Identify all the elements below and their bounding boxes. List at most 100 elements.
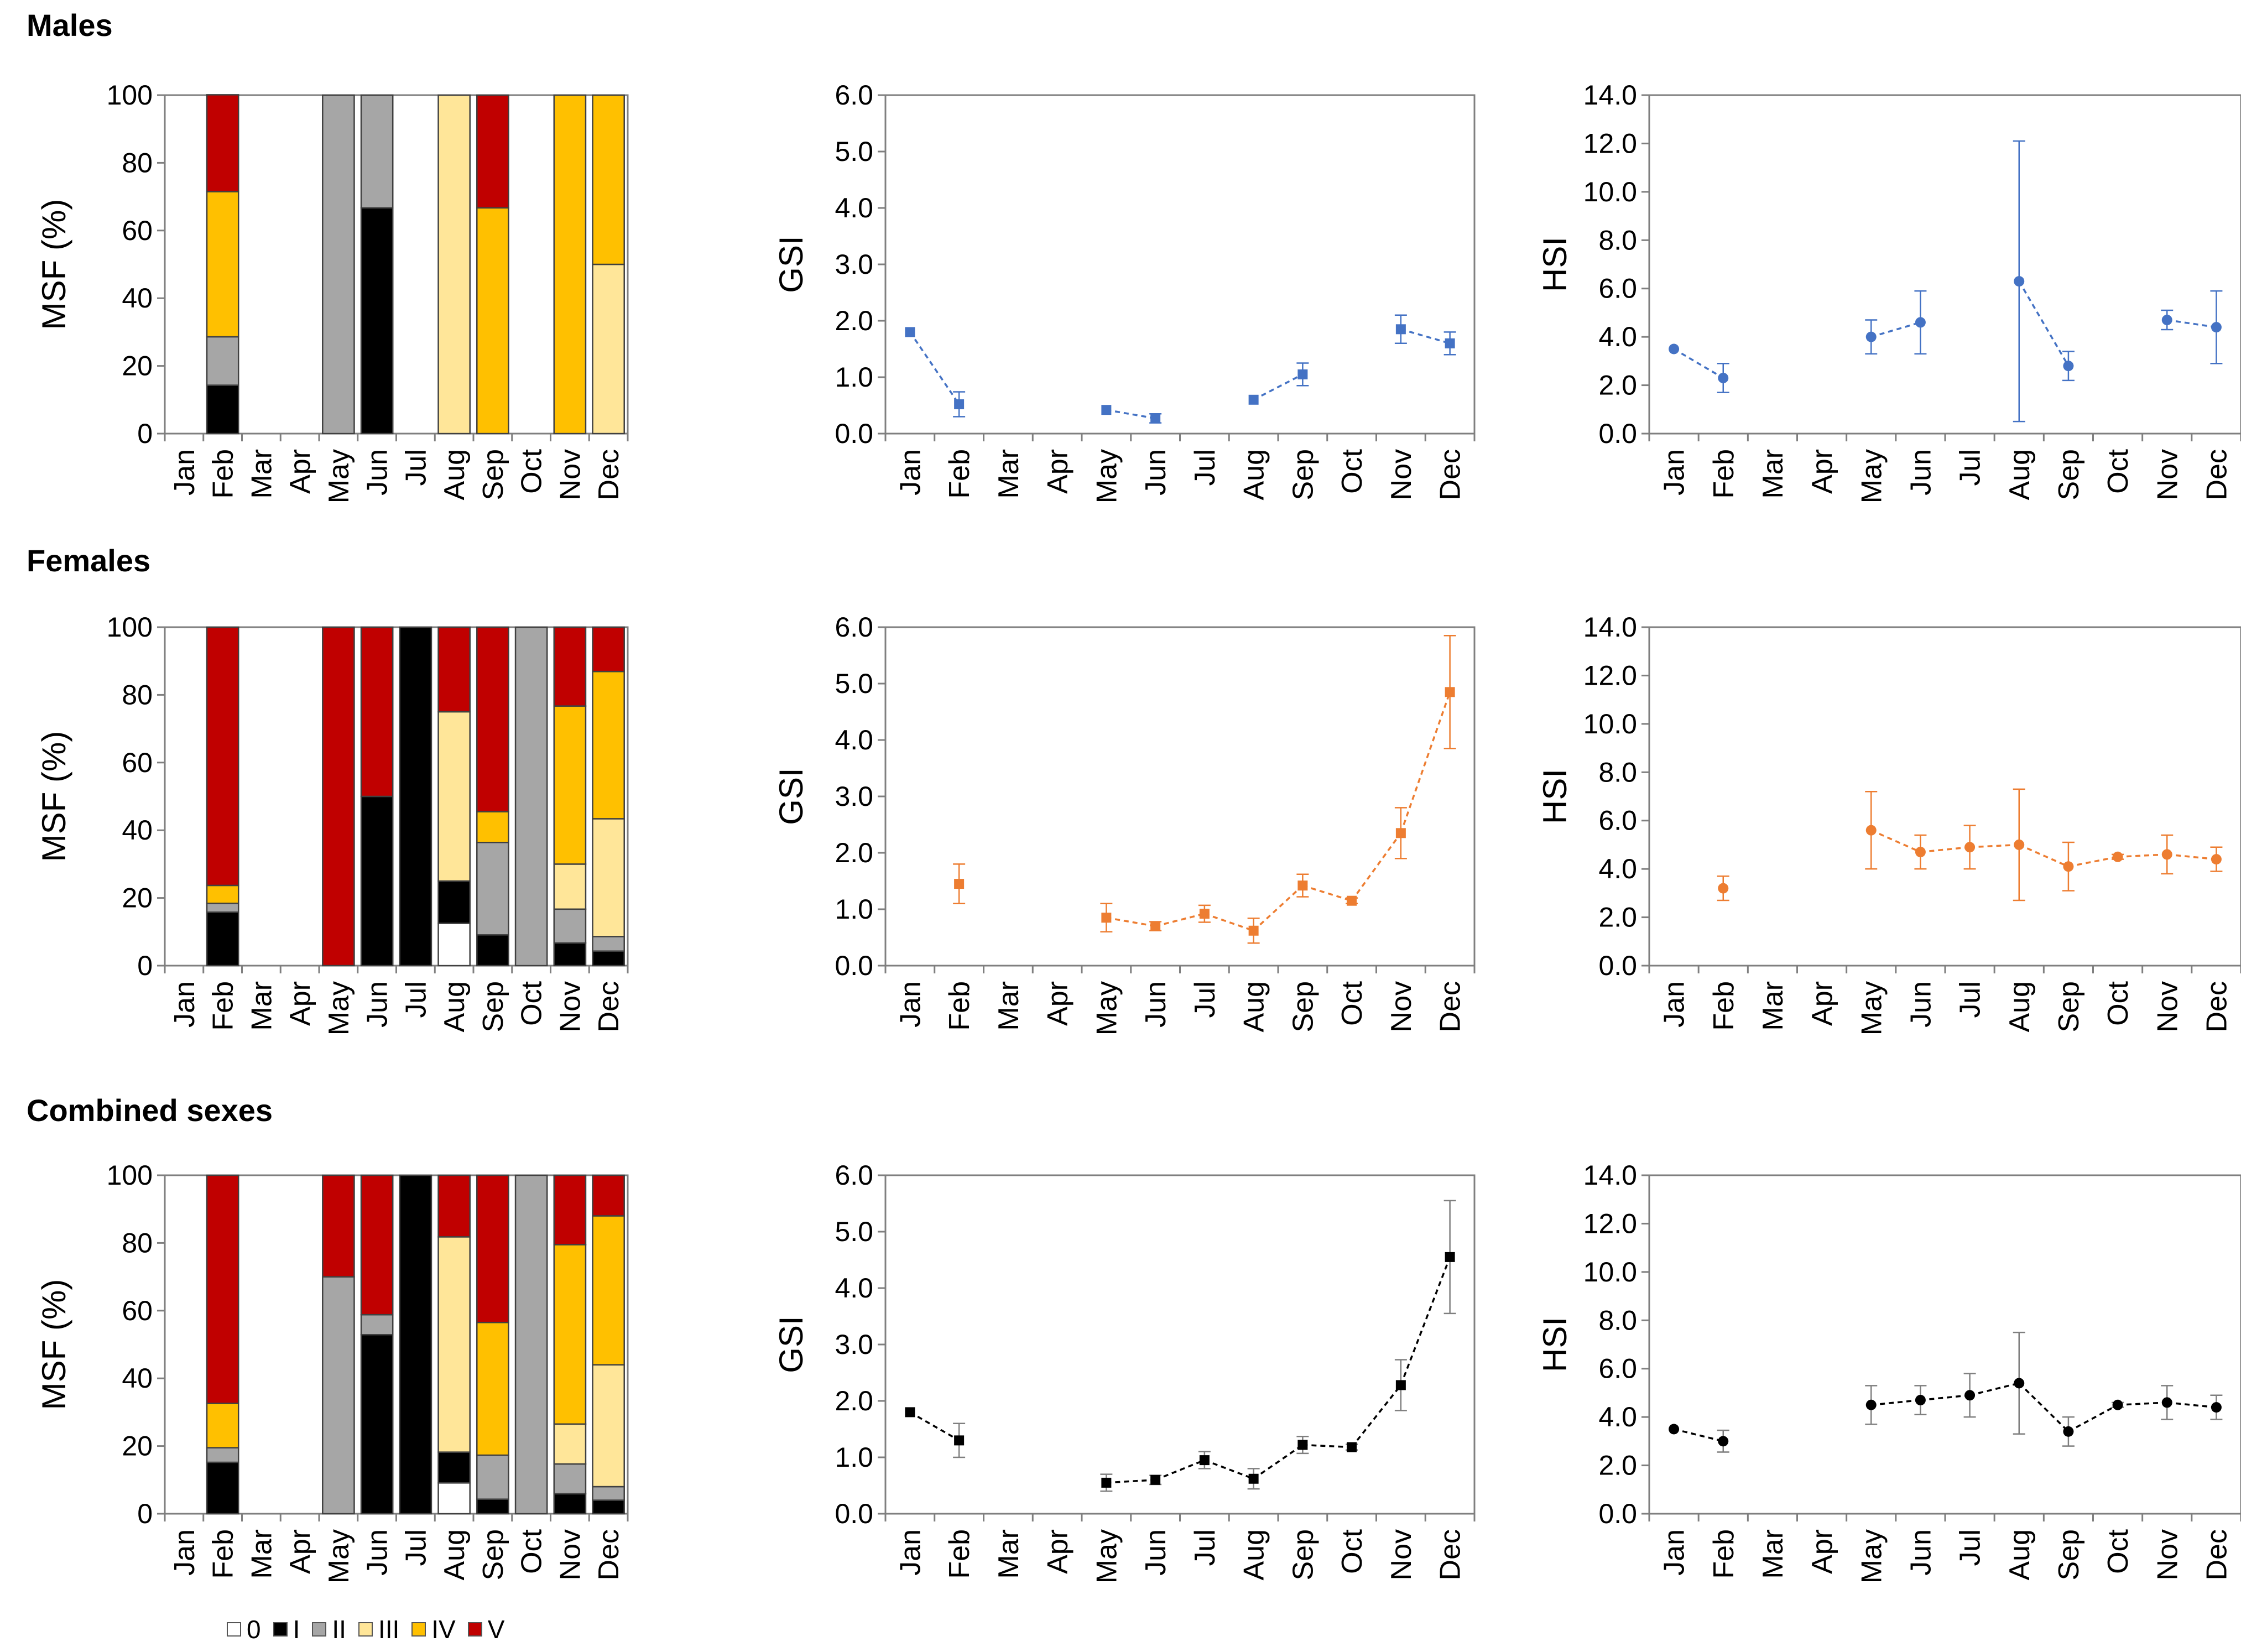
females-msf-bar-sep-stage-I xyxy=(476,934,509,967)
males-gsi-point-may xyxy=(1101,405,1112,415)
males-msf-ytick-label: 40 xyxy=(122,283,153,314)
legend-item-1: I xyxy=(273,1614,300,1644)
legend-item-0: 0 xyxy=(227,1614,261,1644)
stage-legend: 0 I II III IV V xyxy=(227,1614,517,1645)
combined-gsi-line-segment xyxy=(1351,1384,1402,1448)
females-hsi-xtick-label: Jun xyxy=(1905,981,1937,1028)
males-msf-bar-feb-stage-I xyxy=(206,384,239,435)
males-msf-bar-aug-stage-III xyxy=(437,94,471,435)
females-gsi-ytick-label: 2.0 xyxy=(835,837,873,868)
females-hsi-point-aug xyxy=(2014,839,2025,850)
females-msf-ytick-label: 40 xyxy=(122,815,153,846)
combined-hsi-point-dec xyxy=(2211,1402,2222,1413)
combined-hsi-xtick-label: Jul xyxy=(1955,1529,1987,1566)
females-hsi-line-segment xyxy=(1870,829,1921,853)
combined-msf-bar-nov-stage-III xyxy=(553,1423,587,1465)
males-gsi-plot-frame xyxy=(884,94,1476,435)
males-hsi-xtick-label: Mar xyxy=(1757,449,1789,499)
females-gsi-xtick-label: Sep xyxy=(1287,981,1319,1033)
females-msf-bar-dec-stage-III xyxy=(592,818,625,937)
males-msf-xtick-label: Jun xyxy=(362,449,394,496)
males-gsi-point-aug xyxy=(1248,394,1259,405)
males-msf-ytick-label: 60 xyxy=(122,215,153,246)
combined-hsi-point-sep xyxy=(2063,1426,2074,1437)
females-msf-ytick-label: 80 xyxy=(122,679,153,710)
females-gsi-point-nov xyxy=(1395,828,1406,838)
combined-gsi-xtick-label: Feb xyxy=(944,1529,976,1579)
females-hsi-ytick-label: 6.0 xyxy=(1598,805,1637,836)
females-hsi-point-feb xyxy=(1718,883,1729,894)
males-gsi-point-jan xyxy=(905,327,915,337)
legend-swatch-5 xyxy=(467,1622,482,1637)
combined-hsi-line-segment xyxy=(2018,1382,2070,1432)
legend-label-3: III xyxy=(378,1615,400,1644)
combined-hsi-point-oct xyxy=(2112,1399,2123,1410)
combined-hsi-point-jun xyxy=(1915,1395,1926,1406)
females-hsi-xtick-label: Aug xyxy=(2004,981,2036,1033)
legend-swatch-1 xyxy=(273,1622,288,1637)
combined-msf-xtick-label: Dec xyxy=(593,1529,625,1580)
combined-msf-ytick-label: 80 xyxy=(122,1227,153,1258)
females-msf-bar-feb-stage-V xyxy=(206,626,239,887)
males-gsi-point-sep xyxy=(1297,369,1308,379)
males-msf-xtick-label: Aug xyxy=(439,449,471,501)
females-msf-bar-aug-stage-V xyxy=(437,626,471,713)
males-gsi-xtick-label: May xyxy=(1091,449,1123,503)
males-hsi-ytick-label: 8.0 xyxy=(1598,225,1637,256)
males-gsi-xtick-label: Sep xyxy=(1287,449,1319,501)
females-msf-bar-feb-stage-I xyxy=(206,911,239,967)
females-msf-bar-dec-stage-IV xyxy=(592,670,625,820)
males-msf-ylabel: MSF (%) xyxy=(35,199,72,330)
females-hsi-ytick-label: 10.0 xyxy=(1583,708,1637,739)
combined-hsi-point-feb xyxy=(1718,1436,1729,1447)
males-msf-xtick-label: Apr xyxy=(284,449,316,494)
females-gsi-ylabel: GSI xyxy=(773,768,810,825)
females-msf-xtick-label: Jan xyxy=(169,981,201,1028)
males-msf-bar-feb-stage-IV xyxy=(206,191,239,338)
combined-gsi-line-segment xyxy=(1106,1479,1156,1484)
females-gsi-point-feb xyxy=(954,879,965,889)
males-hsi-chart: 0.0 2.0 4.0 6.0 8.0 10.0 12.0 14.0 HSI Jan Feb Mar A… xyxy=(1536,80,2241,503)
combined-gsi-ylabel: GSI xyxy=(773,1316,810,1373)
females-msf-bar-nov-stage-II xyxy=(553,908,587,944)
females-msf-bar-nov-stage-V xyxy=(553,626,587,707)
females-msf-bar-may-stage-V xyxy=(322,626,355,967)
females-hsi-ytick-label: 0.0 xyxy=(1598,950,1637,981)
males-msf-xtick-label: Jan xyxy=(169,449,201,496)
females-msf-bar-aug-stage-0 xyxy=(437,923,471,967)
combined-msf-xtick-label: Aug xyxy=(439,1529,471,1581)
combined-gsi-ytick-label: 6.0 xyxy=(835,1160,873,1191)
combined-gsi-point-feb xyxy=(954,1435,965,1446)
combined-hsi-line-segment xyxy=(1969,1382,2020,1396)
males-hsi-xtick-label: Nov xyxy=(2151,449,2183,500)
combined-gsi-xtick-label: Nov xyxy=(1385,1529,1417,1580)
combined-gsi-ytick-label: 0.0 xyxy=(835,1498,873,1529)
females-gsi-xtick-label: Apr xyxy=(1042,981,1074,1026)
males-hsi-ytick-label: 10.0 xyxy=(1583,176,1637,207)
females-gsi-line-segment xyxy=(1155,913,1205,927)
females-gsi-point-dec xyxy=(1445,687,1455,697)
combined-hsi-line-segment xyxy=(2117,1401,2167,1406)
females-hsi-point-jun xyxy=(1915,847,1926,858)
females-hsi-point-oct xyxy=(2112,851,2123,862)
females-hsi-xtick-label: Nov xyxy=(2151,981,2183,1032)
combined-hsi-ytick-label: 8.0 xyxy=(1598,1305,1637,1336)
females-msf-bar-aug-stage-III xyxy=(437,711,471,882)
combined-msf-bar-dec-stage-II xyxy=(592,1486,625,1501)
combined-hsi-ytick-label: 0.0 xyxy=(1598,1498,1637,1529)
combined-hsi-point-jul xyxy=(1964,1390,1976,1401)
males-hsi-xtick-label: Dec xyxy=(2201,449,2233,500)
combined-hsi-plot-frame xyxy=(1648,1174,2241,1515)
males-gsi-xtick-label: Jun xyxy=(1140,449,1172,496)
combined-msf-bar-nov-stage-I xyxy=(553,1493,587,1515)
males-hsi-xtick-label: Sep xyxy=(2053,449,2085,501)
males-hsi-point-nov xyxy=(2161,315,2172,326)
females-gsi-ytick-label: 3.0 xyxy=(835,781,873,812)
males-gsi-point-dec xyxy=(1445,338,1455,348)
combined-gsi-ytick-label: 5.0 xyxy=(835,1216,873,1247)
combined-msf-bar-dec-stage-I xyxy=(592,1499,625,1515)
combined-gsi-line-segment xyxy=(1400,1257,1451,1386)
females-msf-ylabel: MSF (%) xyxy=(35,731,72,862)
males-msf-xtick-label: Feb xyxy=(207,449,239,499)
